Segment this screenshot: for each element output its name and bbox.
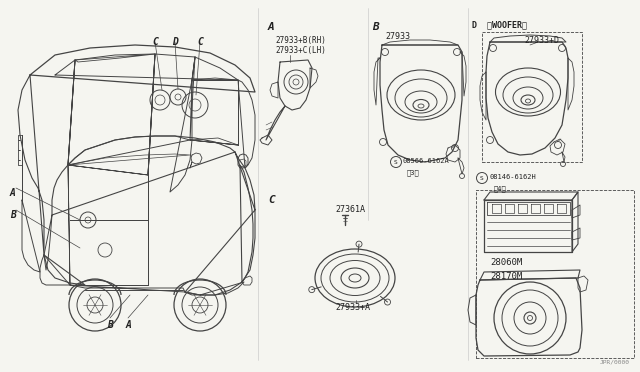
Text: B: B <box>10 210 16 220</box>
Bar <box>476 190 634 358</box>
Text: 〈4〉: 〈4〉 <box>494 185 507 192</box>
Text: 28170M: 28170M <box>490 272 522 281</box>
Text: S: S <box>480 176 484 180</box>
Text: 08566-6162A: 08566-6162A <box>403 158 450 164</box>
Text: A: A <box>10 188 16 198</box>
Text: 27933+A: 27933+A <box>335 303 370 312</box>
Text: D  （WOOFER）: D （WOOFER） <box>472 20 527 29</box>
Text: 27361A: 27361A <box>335 205 365 214</box>
Bar <box>482 32 582 162</box>
Text: 08146-6162H: 08146-6162H <box>490 174 537 180</box>
Text: 27933: 27933 <box>385 32 410 41</box>
Text: 〈3〉: 〈3〉 <box>407 169 420 176</box>
Text: A: A <box>268 22 275 32</box>
Text: D: D <box>172 37 178 47</box>
Text: B: B <box>372 22 379 32</box>
Text: 27933+D: 27933+D <box>524 36 559 45</box>
Text: 28060M: 28060M <box>490 258 522 267</box>
Text: C: C <box>152 37 158 47</box>
Text: S: S <box>394 160 398 164</box>
Text: C: C <box>268 195 275 205</box>
Text: B: B <box>107 320 113 330</box>
Text: A: A <box>125 320 131 330</box>
Text: 27933+C(LH): 27933+C(LH) <box>275 46 326 55</box>
Text: 27933+B(RH): 27933+B(RH) <box>275 36 326 45</box>
Text: C: C <box>197 37 203 47</box>
Text: JPR/0000: JPR/0000 <box>600 360 630 365</box>
